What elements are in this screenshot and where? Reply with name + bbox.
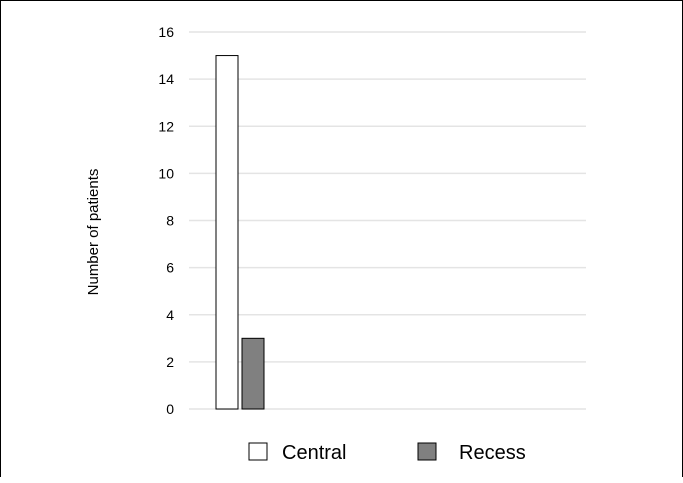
y-tick-label: 6 [166, 260, 174, 276]
bars [215, 55, 265, 410]
legend-swatch-recess [417, 442, 437, 461]
bar-recess [241, 337, 265, 410]
y-tick-label: 10 [158, 165, 174, 181]
y-tick-label: 8 [166, 213, 174, 229]
y-tick-label: 2 [166, 354, 174, 370]
legend-label-central: Central [282, 442, 346, 464]
y-tick-label: 0 [166, 401, 174, 417]
legend: Central Recess [248, 442, 526, 464]
y-tick-label: 14 [158, 71, 174, 87]
legend-label-recess: Recess [459, 442, 526, 464]
y-tick-label: 16 [158, 24, 174, 40]
y-axis-label: Number of patients [85, 169, 102, 296]
y-axis-ticks: 0 2 4 6 8 10 12 14 16 [158, 24, 174, 417]
bar-central [215, 55, 239, 410]
y-tick-label: 4 [166, 307, 174, 323]
legend-swatch-central [248, 442, 268, 461]
y-tick-label: 12 [158, 118, 174, 134]
